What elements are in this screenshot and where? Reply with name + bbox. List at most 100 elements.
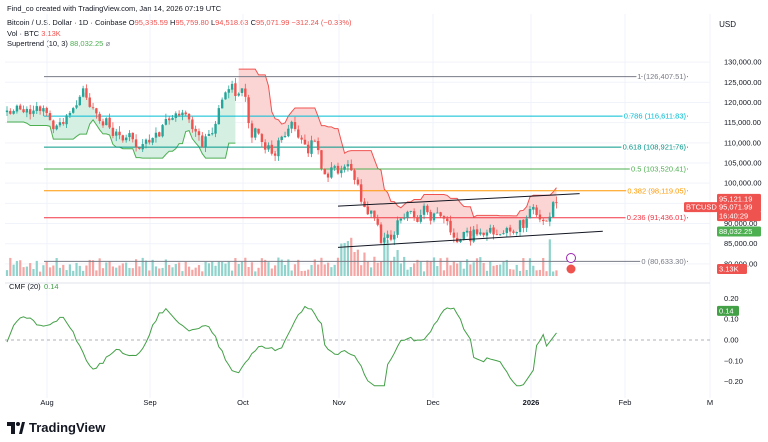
volume-bar [184, 261, 187, 276]
candle-body [134, 139, 138, 148]
cmf-tick-label: 0.10 [724, 315, 739, 324]
volume-bar [274, 265, 277, 276]
volume-bar [178, 262, 181, 276]
candle-body [55, 125, 58, 130]
volume-tag: 3.13K [719, 265, 739, 274]
candle-body [244, 88, 247, 97]
volume-bar [333, 264, 336, 276]
candle-body [230, 83, 234, 90]
symbol-name[interactable]: Bitcoin / U.S. Dollar · 1D · Coinbase [7, 18, 127, 27]
candle-body [452, 232, 456, 238]
cmf-pane: CMF (20) 0.14 [5, 282, 710, 387]
candle-body [115, 131, 118, 136]
time-tick-label: Oct [237, 398, 250, 407]
candle-body [479, 232, 482, 235]
volume-bar [419, 261, 422, 276]
volume-bar [72, 270, 75, 276]
price-tick-label: 125,000.00 [724, 78, 762, 87]
volume-bar [270, 268, 273, 276]
supertrend-tag: 88,032.25 [719, 227, 752, 236]
candle-body [356, 179, 360, 185]
volume-bar [389, 260, 393, 276]
volume-bar [485, 270, 489, 276]
candle-body [247, 97, 250, 124]
volume-bar [436, 266, 439, 276]
candle-body [144, 139, 148, 144]
volume-bar [472, 262, 475, 276]
candle-body [237, 93, 240, 96]
volume-legend[interactable]: Vol · BTC 3.13K [7, 29, 61, 38]
volume-bar [336, 257, 340, 276]
candle-body [105, 118, 108, 126]
candle-body [350, 163, 353, 171]
candle-body [518, 220, 522, 233]
candle-body [121, 135, 125, 141]
candle-body [555, 202, 558, 203]
volume-bar [406, 269, 409, 276]
volume-bar [317, 264, 320, 276]
volume-bar [12, 264, 15, 276]
volume-bar [509, 269, 512, 276]
volume-bar [227, 261, 230, 276]
volume-bars [5, 237, 558, 276]
candle-body [161, 125, 164, 137]
candle-body [108, 117, 111, 128]
time-tick-label: Aug [40, 398, 53, 407]
volume-bar [267, 262, 270, 276]
price-tick-label: 85,000.00 [724, 239, 757, 248]
volume-bar [19, 260, 22, 276]
fib-label-0: 0 (80,633.30) [641, 257, 686, 266]
volume-bar [416, 259, 419, 276]
volume-bar [39, 271, 42, 276]
candle-body [151, 137, 154, 143]
candle-body [194, 128, 197, 132]
candle-body [72, 108, 75, 113]
candle-body [290, 121, 293, 129]
candle-body [45, 107, 48, 113]
volume-bar [313, 259, 316, 276]
volume-bar [522, 258, 525, 276]
countdown-tag: 16:40:29 [719, 212, 748, 221]
candle-body [436, 212, 439, 214]
volume-bar [280, 259, 283, 276]
volume-bar [366, 261, 369, 276]
candle-body [250, 123, 254, 138]
volume-bar [442, 270, 446, 276]
volume-bar [134, 259, 138, 276]
volume-bar [555, 270, 558, 276]
volume-bar [260, 258, 263, 276]
price-tag-high: 95,121.19 [719, 194, 752, 203]
candle-body [512, 231, 515, 233]
volume-bar [211, 261, 214, 276]
candle-body [124, 137, 128, 141]
tradingview-logo[interactable]: TradingView [7, 420, 105, 435]
candle-body [310, 140, 313, 154]
candle-body [548, 216, 552, 222]
cmf-tag-bg [717, 305, 739, 316]
candle-body [482, 232, 485, 236]
candle-body [19, 105, 22, 110]
candle-body [224, 92, 227, 100]
ohlc-o: O95,385.59 [129, 18, 168, 27]
supertrend-fill [7, 68, 557, 241]
volume-bar [201, 271, 204, 276]
supertrend-legend[interactable]: Supertrend (10, 3) 88,032.25 ⌀ [7, 39, 110, 48]
candle-body [181, 112, 184, 116]
candle-body [383, 237, 386, 243]
volume-bar [125, 262, 128, 276]
currency-label[interactable]: USD [719, 20, 736, 29]
candle-body [538, 214, 542, 220]
volume-bar [326, 262, 330, 276]
candle-body [551, 202, 555, 217]
candle-body [254, 128, 257, 138]
volume-bar [121, 263, 124, 276]
candle-body [522, 219, 525, 228]
volume-bar [171, 267, 174, 276]
candle-body [359, 184, 363, 202]
volume-bar [217, 261, 220, 276]
candle-body [472, 229, 475, 242]
volume-bar [85, 265, 88, 276]
volume-bar [449, 265, 452, 276]
volume-bar [320, 257, 323, 276]
